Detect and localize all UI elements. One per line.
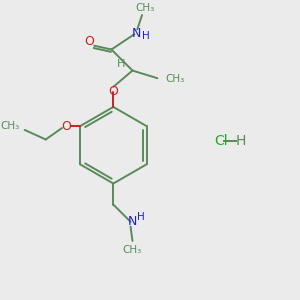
Text: H: H [236,134,246,148]
Text: N: N [132,27,141,40]
Text: CH₃: CH₃ [165,74,184,84]
Text: CH₃: CH₃ [1,121,20,131]
Text: H: H [117,59,125,69]
Text: Cl: Cl [214,134,227,148]
Text: O: O [85,35,94,48]
Text: H: H [137,212,145,222]
Text: CH₃: CH₃ [135,3,154,13]
Text: O: O [108,85,118,98]
Text: N: N [128,215,137,228]
Text: O: O [61,120,71,133]
Text: CH₃: CH₃ [123,244,142,255]
Text: H: H [142,31,150,41]
